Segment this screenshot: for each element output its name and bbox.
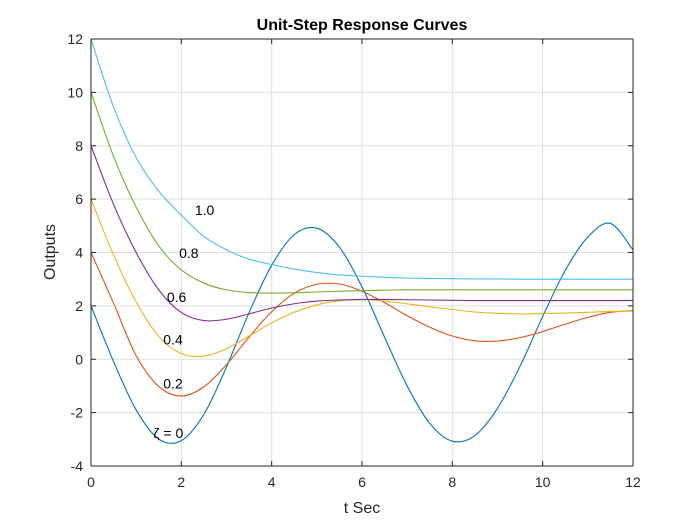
y-axis-label: Outputs xyxy=(42,224,59,280)
series-line-4 xyxy=(90,92,633,294)
x-tick-label: 2 xyxy=(177,474,185,490)
y-tick-label: -2 xyxy=(71,405,84,421)
curve-label: 0.8 xyxy=(179,245,199,261)
x-tick-label: 6 xyxy=(358,474,366,490)
x-tick-label: 0 xyxy=(87,474,95,490)
curve-label: ζ = 0 xyxy=(153,425,183,441)
y-tick-label: 10 xyxy=(67,84,83,100)
curve-label: 1.0 xyxy=(195,202,215,218)
x-axis-label: t Sec xyxy=(344,500,380,517)
y-tick-label: 12 xyxy=(67,31,83,47)
curve-annotations: ζ = 0 0.2 0.4 0.6 0.8 1.0 xyxy=(153,202,214,441)
y-tick-label: 4 xyxy=(75,245,83,261)
chart-title: Unit-Step Response Curves xyxy=(257,17,468,34)
axis-ticks: 0 2 4 6 8 10 12 -4 -2 0 2 4 6 8 10 12 xyxy=(67,31,641,490)
series-line-0 xyxy=(90,222,634,444)
curve-label: 0.6 xyxy=(167,289,187,305)
y-tick-label: 6 xyxy=(75,191,83,207)
curve-label: 0.2 xyxy=(163,376,183,392)
x-tick-label: 4 xyxy=(268,474,276,490)
series-line-5 xyxy=(90,38,633,280)
y-tick-label: -4 xyxy=(71,458,84,474)
series-lines xyxy=(90,38,634,444)
curve-label: 0.4 xyxy=(163,332,183,348)
y-tick-label: 0 xyxy=(75,351,83,367)
y-tick-label: 8 xyxy=(75,138,83,154)
y-tick-label: 2 xyxy=(75,298,83,314)
x-tick-label: 12 xyxy=(625,474,641,490)
x-tick-label: 8 xyxy=(448,474,456,490)
x-tick-label: 10 xyxy=(535,474,551,490)
series-line-3 xyxy=(90,145,633,322)
